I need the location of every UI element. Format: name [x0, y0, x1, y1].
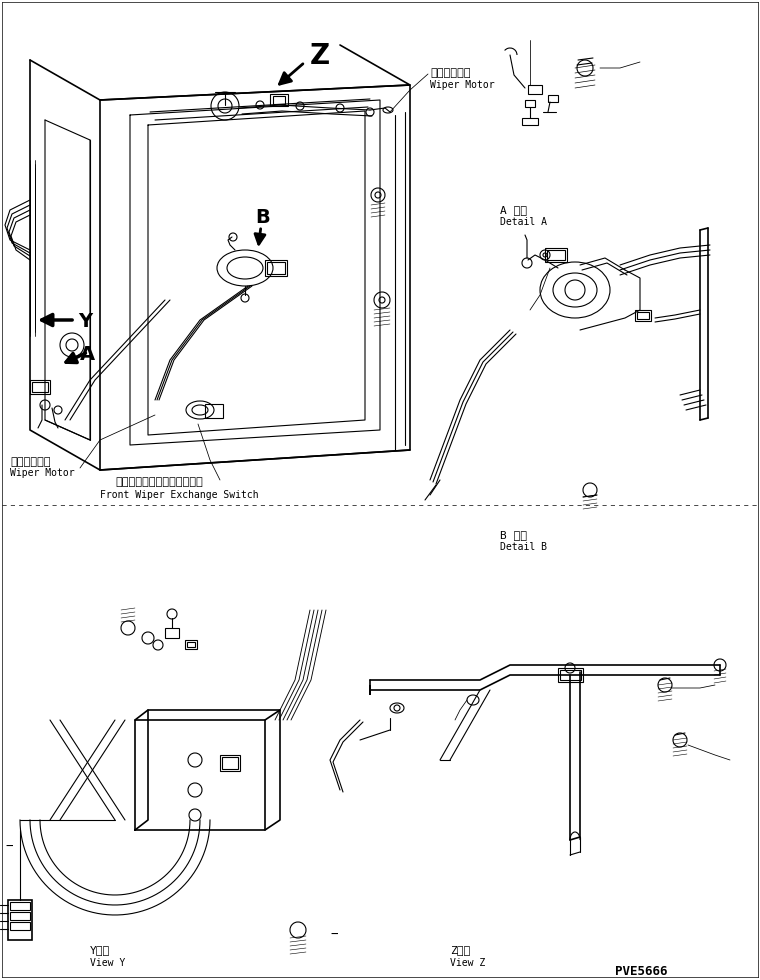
Text: −: −: [5, 840, 12, 853]
Text: View Y: View Y: [90, 958, 125, 968]
Bar: [267, 262, 285, 274]
Bar: [220, 755, 240, 771]
Text: View Z: View Z: [450, 958, 485, 968]
Bar: [10, 902, 30, 910]
Text: フロントワイパ切換スイッチ: フロントワイパ切換スイッチ: [115, 477, 203, 487]
Text: PVE5666: PVE5666: [615, 965, 667, 978]
Text: A 詳細: A 詳細: [500, 205, 527, 215]
Bar: [185, 640, 197, 649]
Text: A: A: [80, 345, 95, 364]
Text: ワイパモータ: ワイパモータ: [10, 457, 50, 467]
Bar: [205, 404, 223, 418]
Bar: [547, 250, 565, 260]
Bar: [32, 382, 48, 392]
Bar: [222, 757, 238, 769]
Bar: [270, 94, 288, 106]
Bar: [30, 380, 50, 394]
Bar: [545, 248, 567, 262]
Bar: [560, 670, 581, 680]
Bar: [165, 628, 179, 638]
Bar: [522, 118, 538, 125]
Bar: [635, 310, 651, 321]
Text: ワイパモータ: ワイパモータ: [430, 68, 470, 78]
Text: Wiper Motor: Wiper Motor: [430, 80, 495, 90]
Text: −: −: [330, 928, 337, 941]
Text: Detail B: Detail B: [500, 542, 547, 552]
Bar: [548, 95, 558, 102]
Text: Y: Y: [78, 312, 92, 331]
Bar: [10, 912, 30, 920]
Bar: [8, 900, 32, 940]
Bar: [558, 668, 583, 682]
Text: Wiper Motor: Wiper Motor: [10, 468, 74, 478]
Bar: [10, 922, 30, 930]
Text: B 詳細: B 詳細: [500, 530, 527, 540]
Text: B: B: [255, 208, 270, 227]
Bar: [273, 96, 285, 104]
Text: Z: Z: [310, 42, 330, 70]
Text: Y　視: Y 視: [90, 945, 110, 955]
Text: Detail A: Detail A: [500, 217, 547, 227]
Text: Z　視: Z 視: [450, 945, 470, 955]
Bar: [187, 642, 195, 647]
Text: Front Wiper Exchange Switch: Front Wiper Exchange Switch: [100, 490, 258, 500]
Bar: [637, 312, 649, 319]
Bar: [528, 85, 542, 94]
Bar: [525, 100, 535, 107]
Bar: [265, 260, 287, 276]
